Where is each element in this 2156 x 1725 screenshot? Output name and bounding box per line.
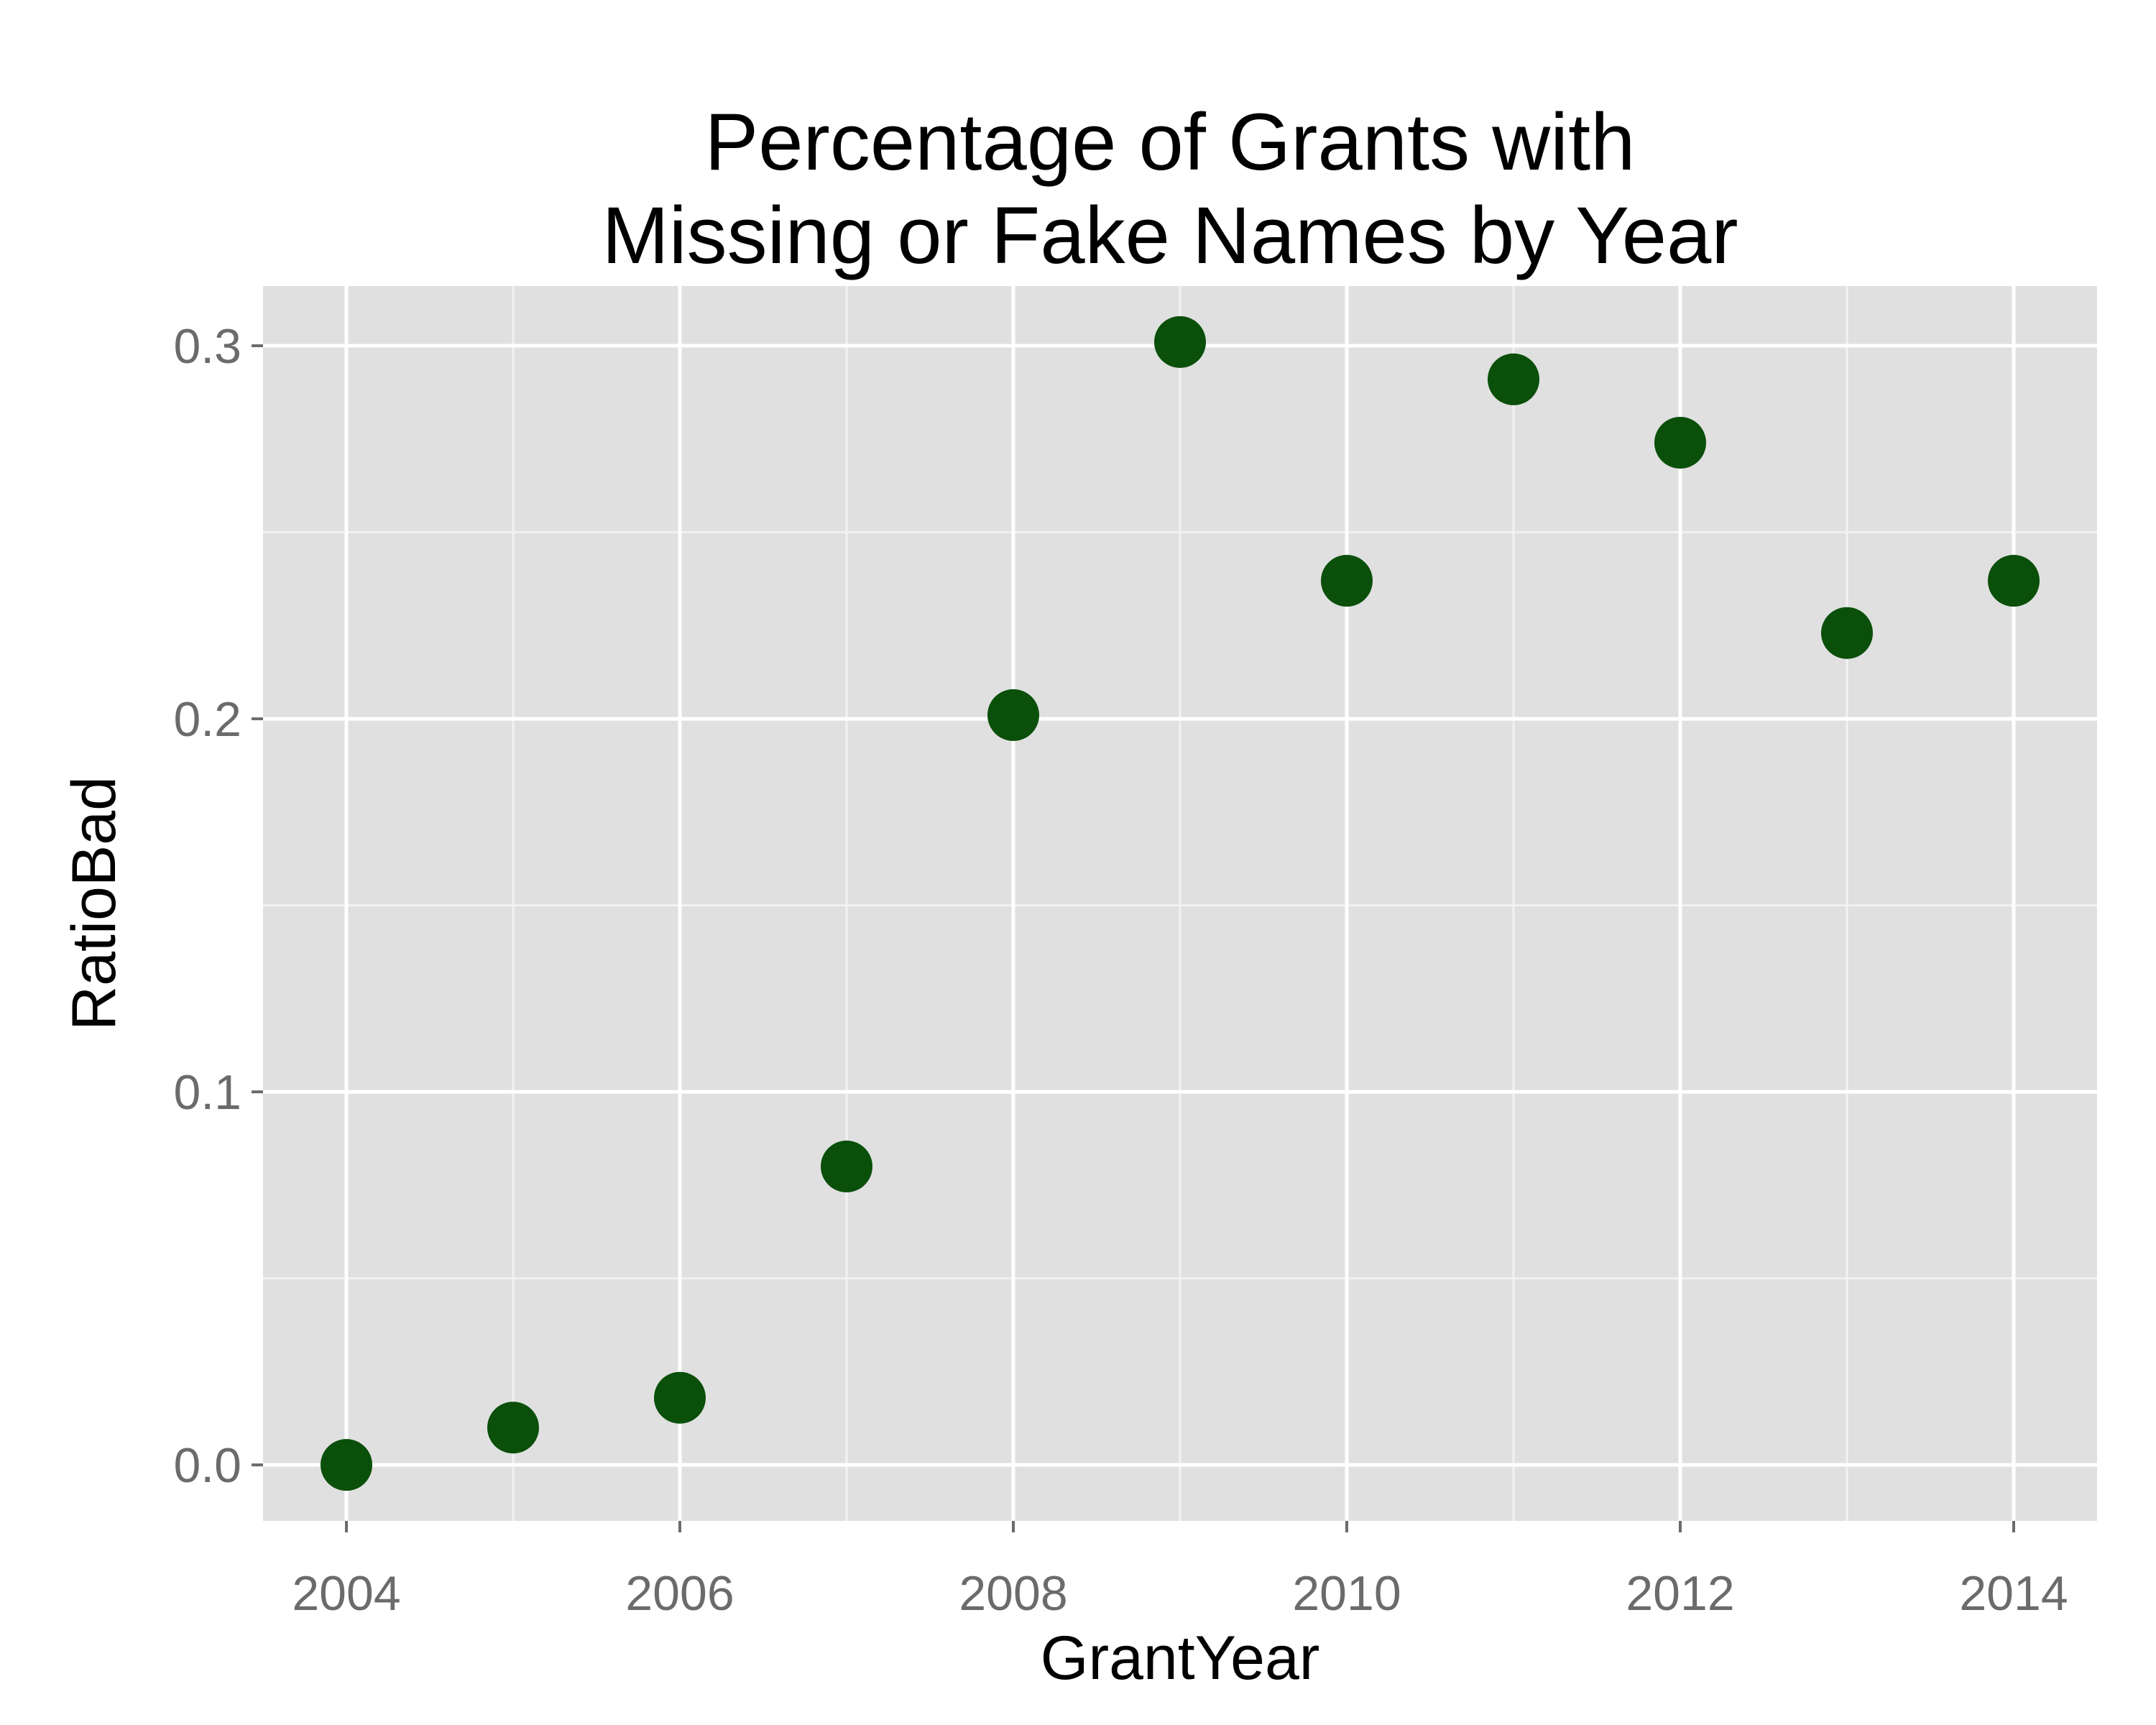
- data-point: [321, 1439, 372, 1491]
- x-tick-label: 2010: [1292, 1566, 1401, 1621]
- y-tick-label: 0.1: [173, 1065, 241, 1120]
- x-tick-label: 2008: [959, 1566, 1067, 1621]
- y-tick-label: 0.2: [173, 692, 241, 747]
- data-point: [1654, 416, 1706, 469]
- data-point: [1821, 607, 1873, 659]
- x-tick-label: 2006: [625, 1566, 734, 1621]
- data-point: [987, 689, 1039, 741]
- data-point: [487, 1402, 539, 1454]
- chart-title-line-2: Missing or Fake Names by Year: [602, 190, 1738, 280]
- x-tick-label: 2012: [1626, 1566, 1734, 1621]
- y-axis-title: RatioBad: [60, 776, 129, 1031]
- data-point: [654, 1371, 706, 1424]
- x-axis-tick-labels: 2004 2006 2008 2010 2012 2014: [292, 1566, 2068, 1621]
- x-tick-label: 2004: [292, 1566, 400, 1621]
- data-point: [1321, 555, 1373, 607]
- data-points: [321, 316, 2040, 1491]
- y-tick-label: 0.3: [173, 319, 241, 374]
- x-axis-title: GrantYear: [1041, 1624, 1320, 1693]
- y-tick-label: 0.0: [173, 1438, 241, 1493]
- data-point: [1488, 353, 1539, 405]
- data-point: [1154, 316, 1206, 368]
- major-gridlines: [263, 286, 2097, 1521]
- data-point: [1988, 555, 2040, 607]
- x-tick-label: 2014: [1959, 1566, 2068, 1621]
- chart-title-line-1: Percentage of Grants with: [705, 97, 1636, 187]
- data-point: [821, 1140, 872, 1192]
- axis-ticks: [252, 344, 2015, 1532]
- minor-gridlines: [263, 286, 2097, 1521]
- y-axis-tick-labels: 0.0 0.1 0.2 0.3: [173, 319, 241, 1493]
